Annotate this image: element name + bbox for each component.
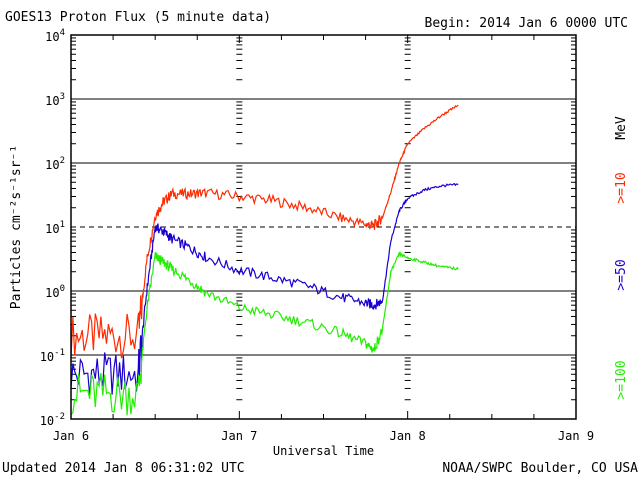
begin-date: Begin: 2014 Jan 6 0000 UTC — [424, 16, 629, 31]
x-axis-label: Universal Time — [273, 444, 374, 458]
y-tick-label: 103 — [45, 92, 65, 108]
legend-label-2: >=10 — [614, 172, 629, 203]
y-tick-label: 10-2 — [40, 412, 65, 428]
x-tick-label: Jan 8 — [390, 429, 426, 443]
y-tick-label: 10-1 — [40, 348, 65, 364]
series-line-2 — [70, 250, 459, 416]
legend-label-1: >=50 — [614, 259, 629, 290]
agency-credit: NOAA/SWPC Boulder, CO USA — [442, 461, 638, 476]
legend-label-0: >=100 — [614, 360, 629, 399]
x-tick-label: Jan 9 — [558, 429, 594, 443]
y-tick-label: 102 — [45, 156, 65, 172]
x-tick-label: Jan 6 — [53, 429, 89, 443]
unit-label: MeV — [614, 116, 629, 140]
series-line-1 — [70, 183, 459, 396]
updated-timestamp: Updated 2014 Jan 8 06:31:02 UTC — [2, 461, 245, 476]
y-axis-label: Particles cm⁻²s⁻¹sr⁻¹ — [9, 145, 24, 309]
y-tick-label: 100 — [45, 284, 65, 300]
y-tick-label: 104 — [45, 28, 65, 44]
x-tick-label: Jan 7 — [221, 429, 257, 443]
series-line-0 — [70, 104, 459, 359]
chart-title: GOES13 Proton Flux (5 minute data) — [5, 10, 272, 25]
y-tick-label: 101 — [45, 220, 65, 236]
plot-frame — [70, 34, 577, 420]
